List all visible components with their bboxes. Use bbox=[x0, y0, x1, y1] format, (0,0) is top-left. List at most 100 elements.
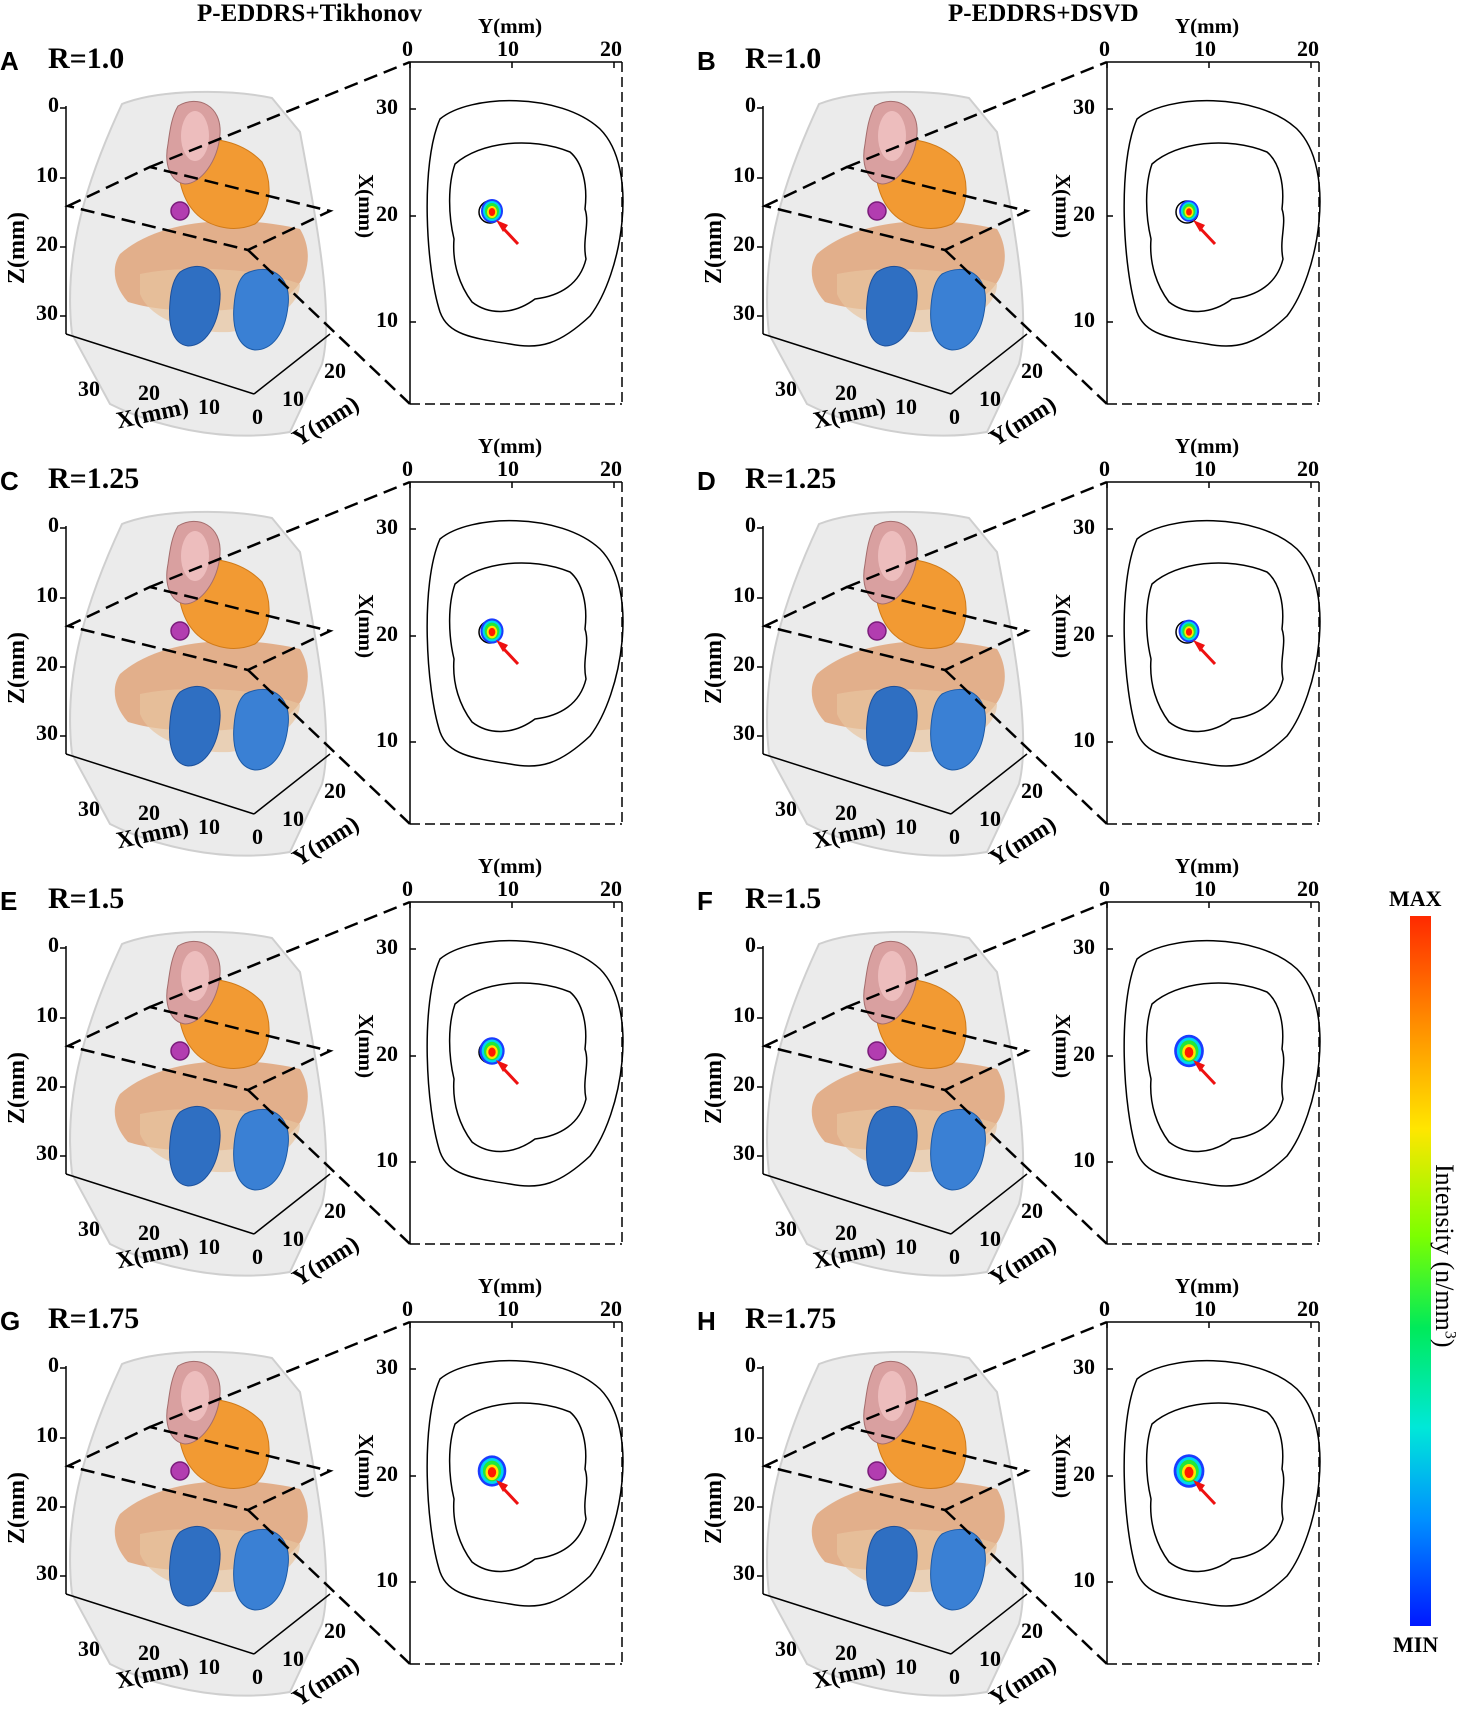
slice-x-tick: 20 bbox=[376, 621, 398, 646]
y-tick-label: 20 bbox=[324, 358, 346, 383]
r-value-label: R=1.75 bbox=[48, 1302, 140, 1335]
z-tick-label: 0 bbox=[745, 512, 756, 537]
tumor-marker bbox=[170, 621, 190, 641]
x-tick-label: 20 bbox=[835, 380, 857, 405]
figure-panel-c: Z(mm) 0 10 20 30 30 20 10 X(mm) 0 10 20 … bbox=[0, 434, 690, 872]
figure-panel-f: Z(mm) 0 10 20 30 30 20 10 X(mm) 0 10 20 … bbox=[697, 854, 1387, 1292]
slice-x-tick: 30 bbox=[376, 514, 398, 539]
slice-x-tick: 10 bbox=[1073, 307, 1095, 332]
x-tick-label: 30 bbox=[78, 1216, 100, 1241]
slice-y-tick: 10 bbox=[497, 456, 519, 481]
z-tick-label: 30 bbox=[36, 1560, 58, 1585]
figure-panel-a: Z(mm) 0 10 20 30 30 20 10 X(mm) 0 10 20 … bbox=[0, 14, 690, 452]
z-tick-label: 0 bbox=[745, 1352, 756, 1377]
z-axis-label: Z(mm) bbox=[701, 1472, 727, 1544]
right-kidney bbox=[930, 689, 986, 771]
slice-x-tick: 10 bbox=[376, 1147, 398, 1172]
slice-y-tick: 0 bbox=[1099, 456, 1110, 481]
y-tick-label: 10 bbox=[282, 386, 304, 411]
x-tick-label: 20 bbox=[835, 800, 857, 825]
mouse-torso-render bbox=[60, 1320, 624, 1697]
panel-letter: B bbox=[697, 46, 716, 76]
slice-x-tick: 20 bbox=[1073, 201, 1095, 226]
blob-red bbox=[1186, 208, 1192, 216]
panel-letter: C bbox=[0, 466, 19, 496]
x-tick-label: 20 bbox=[138, 800, 160, 825]
slice-x-tick: 20 bbox=[376, 1461, 398, 1486]
organ-contour bbox=[448, 562, 588, 733]
z-tick-label: 10 bbox=[36, 1422, 58, 1447]
r-value-label: R=1.5 bbox=[48, 882, 125, 915]
mouse-torso-render bbox=[757, 60, 1321, 437]
z-tick-label: 20 bbox=[36, 231, 58, 256]
figure-panel-b: Z(mm) 0 10 20 30 30 20 10 X(mm) 0 10 20 … bbox=[697, 14, 1387, 452]
y-tick-label: 20 bbox=[324, 1618, 346, 1643]
zoom-line-bottom bbox=[944, 669, 1108, 825]
blob-red bbox=[487, 1467, 497, 1478]
y-tick-label: 0 bbox=[252, 1244, 263, 1269]
y-axis-line bbox=[253, 1173, 331, 1235]
x-tick-label: 20 bbox=[138, 1220, 160, 1245]
red-arrow-shaft bbox=[500, 225, 520, 246]
slice-plane bbox=[761, 165, 1031, 252]
z-tick-label: 10 bbox=[733, 1422, 755, 1447]
slice-y-tick: 20 bbox=[1297, 876, 1319, 901]
mouse-torso-render bbox=[757, 480, 1321, 857]
colorbar-title-sup: 3 bbox=[1441, 1330, 1459, 1339]
organ-contour bbox=[448, 1402, 588, 1573]
tumor-marker bbox=[170, 201, 190, 221]
heart-highlight bbox=[181, 1371, 209, 1421]
tumor-marker bbox=[867, 1041, 887, 1061]
blob-red bbox=[1184, 1046, 1194, 1058]
figure-panel-g: Z(mm) 0 10 20 30 30 20 10 X(mm) 0 10 20 … bbox=[0, 1274, 690, 1712]
right-kidney bbox=[930, 1529, 986, 1611]
heart-highlight bbox=[181, 111, 209, 161]
tumor-marker bbox=[867, 201, 887, 221]
zoom-line-bottom bbox=[247, 1509, 411, 1665]
panel-3d-view: Z(mm) 0 10 20 30 30 20 10 X(mm) 0 10 20 … bbox=[0, 434, 690, 872]
zoom-line-bottom bbox=[944, 249, 1108, 405]
z-tick-label: 0 bbox=[745, 92, 756, 117]
reconstruction-blob bbox=[481, 199, 503, 223]
slice-x-tick: 20 bbox=[1073, 1461, 1095, 1486]
zoom-line-bottom bbox=[944, 1509, 1108, 1665]
zoom-line-bottom bbox=[944, 1089, 1108, 1245]
reconstruction-blob bbox=[1179, 200, 1199, 222]
y-tick-label: 0 bbox=[949, 1244, 960, 1269]
x-tick-label: 10 bbox=[198, 814, 220, 839]
red-arrow-head bbox=[496, 640, 508, 652]
z-tick-label: 20 bbox=[733, 1491, 755, 1516]
panel-3d-view: Z(mm) 0 10 20 30 30 20 10 X(mm) 0 10 20 … bbox=[697, 854, 1387, 1292]
zoom-line-bottom bbox=[247, 669, 411, 825]
blob-red bbox=[1184, 1466, 1194, 1478]
slice-y-axis-label: Y(mm) bbox=[478, 434, 543, 458]
slice-y-tick: 20 bbox=[1297, 456, 1319, 481]
y-tick-label: 10 bbox=[979, 1226, 1001, 1251]
y-axis-line bbox=[950, 753, 1028, 815]
tumor-marker bbox=[867, 1461, 887, 1481]
zoom-line-top bbox=[846, 60, 1108, 169]
x-tick-label: 10 bbox=[895, 394, 917, 419]
z-tick-label: 0 bbox=[48, 932, 59, 957]
slice-x-tick: 10 bbox=[376, 727, 398, 752]
slice-plane bbox=[64, 165, 334, 252]
slice-x-axis-label: X(mm) bbox=[1051, 1434, 1075, 1499]
x-tick-label: 20 bbox=[835, 1220, 857, 1245]
colorbar bbox=[1410, 916, 1431, 1626]
z-tick-label: 30 bbox=[36, 1140, 58, 1165]
z-axis-label: Z(mm) bbox=[4, 212, 30, 284]
red-arrow-head bbox=[496, 220, 508, 232]
x-tick-label: 30 bbox=[775, 796, 797, 821]
zoom-line-bottom bbox=[247, 249, 411, 405]
red-arrow-head bbox=[1193, 640, 1205, 652]
x-axis-line bbox=[762, 1593, 952, 1655]
figure-panel-e: Z(mm) 0 10 20 30 30 20 10 X(mm) 0 10 20 … bbox=[0, 854, 690, 1292]
slice-y-tick: 0 bbox=[1099, 876, 1110, 901]
colorbar-max-label: MAX bbox=[1389, 886, 1442, 911]
z-tick-label: 30 bbox=[36, 300, 58, 325]
blob-red bbox=[1185, 628, 1193, 636]
mouse-torso-render bbox=[60, 60, 624, 437]
zoom-line-top bbox=[846, 1320, 1108, 1429]
y-tick-label: 20 bbox=[1021, 358, 1043, 383]
blob-red bbox=[488, 1047, 496, 1057]
